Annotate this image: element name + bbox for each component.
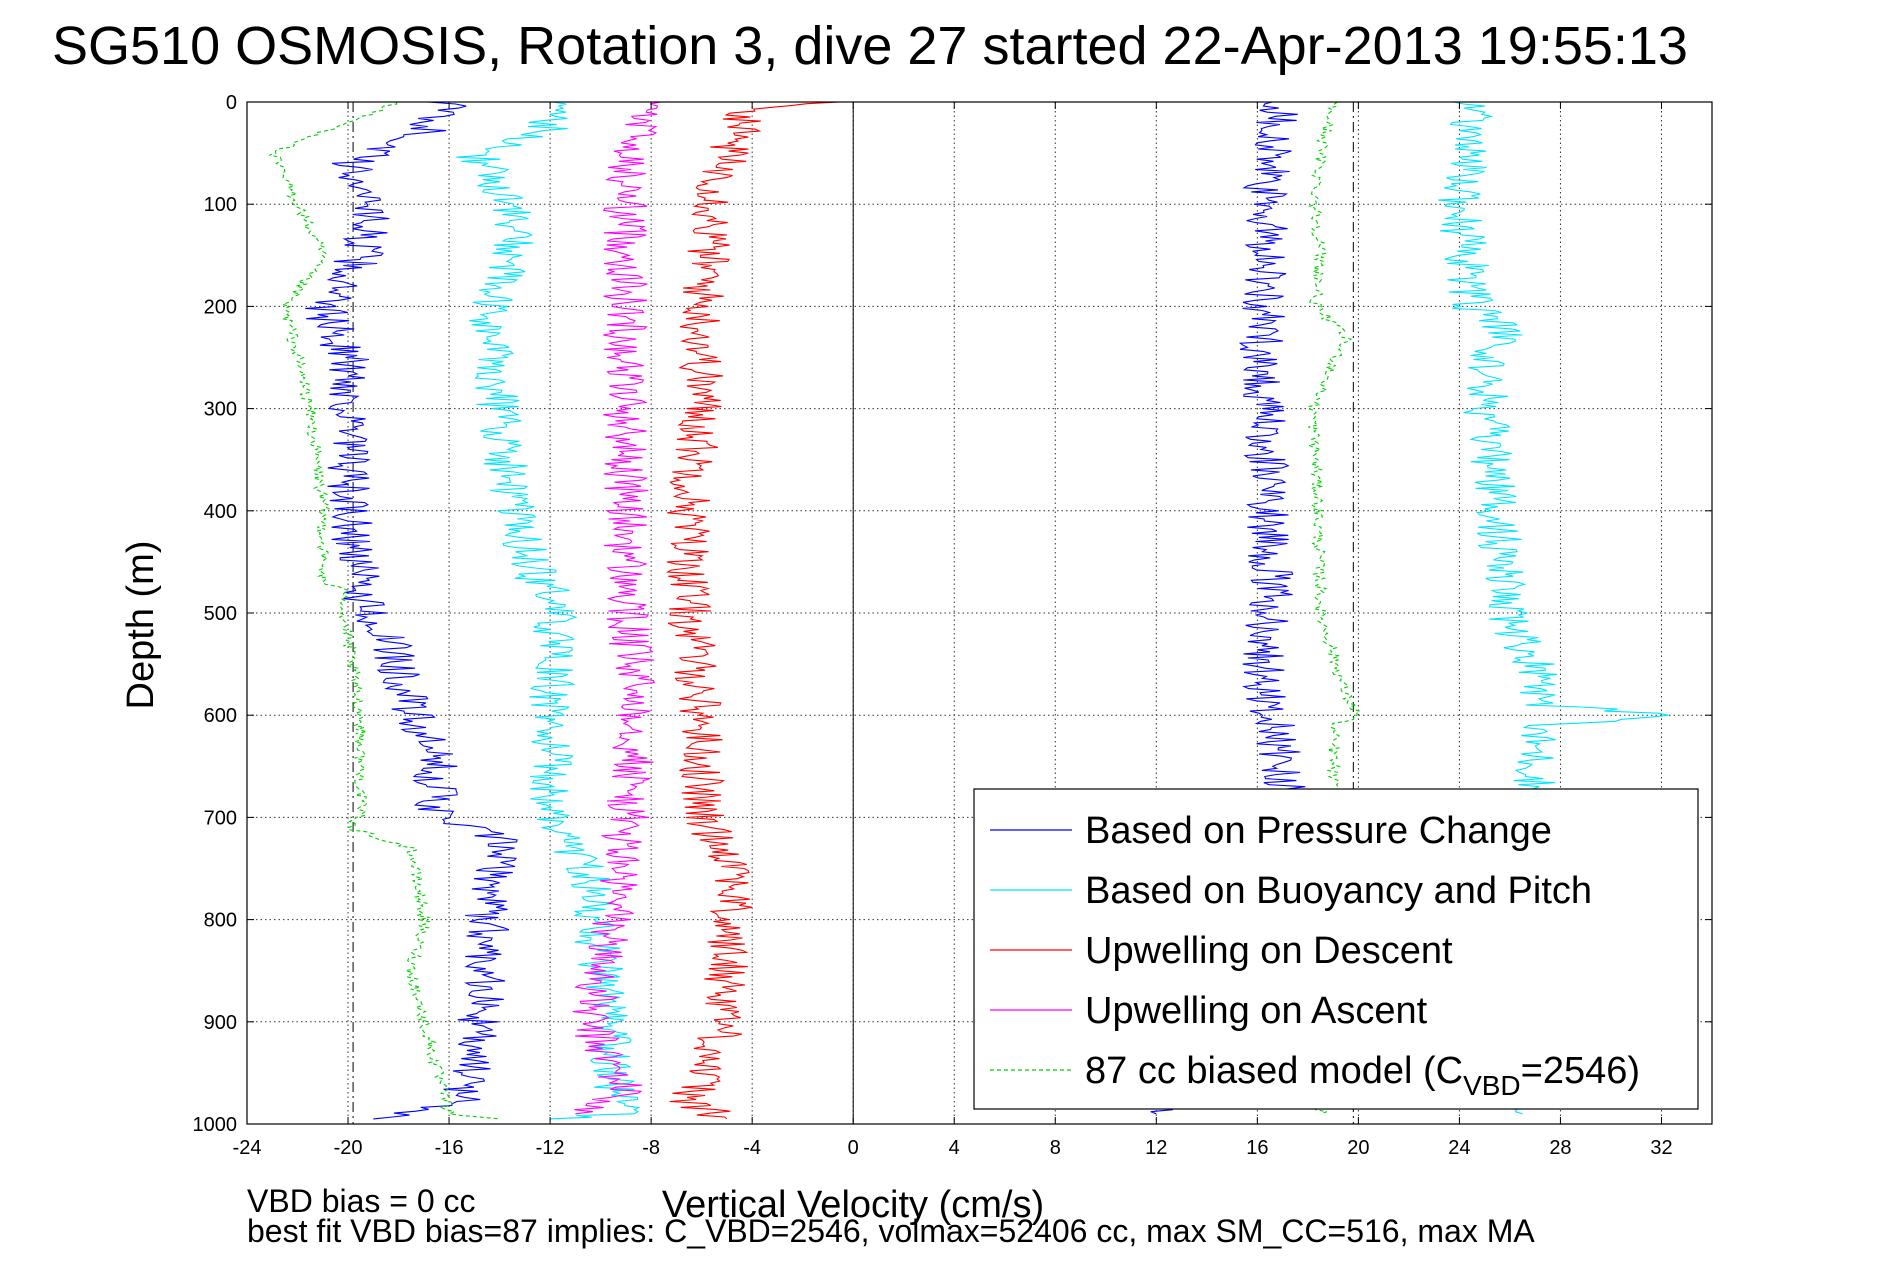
x-tick-label: 20: [1347, 1137, 1369, 1159]
y-tick-label: 300: [204, 399, 237, 421]
annotation-best-fit: best fit VBD bias=87 implies: C_VBD=2546…: [247, 1213, 1535, 1249]
x-tick-label: 32: [1650, 1137, 1672, 1159]
x-tick-label: -12: [536, 1137, 565, 1159]
legend-label: Based on Pressure Change: [1085, 810, 1552, 852]
reference-lines: [352, 102, 1354, 1124]
x-tick-label: 0: [848, 1137, 859, 1159]
x-tick-label: -24: [233, 1137, 262, 1159]
legend-items: Based on Pressure Change Based on Buoyanc…: [990, 810, 1640, 1101]
series-based-on-pressure-change: [305, 101, 518, 1120]
series-87-cc-biased-model-c-vbd-2546: [269, 101, 500, 1120]
legend-label: Upwelling on Ascent: [1085, 990, 1428, 1032]
y-axis-ticks: 0 100 200 300 400 500 600 700 800 900 1000: [193, 92, 1712, 1136]
y-tick-label: 500: [204, 603, 237, 625]
chart-title: SG510 OSMOSIS, Rotation 3, dive 27 start…: [52, 16, 1688, 76]
legend-label: Upwelling on Descent: [1085, 930, 1453, 972]
legend: Based on Pressure Change Based on Buoyanc…: [973, 788, 1699, 1110]
x-tick-label: 4: [949, 1137, 960, 1159]
y-tick-label: 700: [204, 807, 237, 829]
y-tick-label: 1000: [193, 1114, 238, 1136]
x-tick-label: -20: [334, 1137, 363, 1159]
y-tick-label: 400: [204, 501, 237, 523]
x-tick-label: -4: [743, 1137, 761, 1159]
y-tick-label: 900: [204, 1012, 237, 1034]
series-upwelling-on-descent: [666, 101, 840, 1120]
x-axis-ticks: -24 -20 -16 -12 -8 -4 0 4 8 12 16 20 24 28 32: [233, 102, 1673, 1159]
x-tick-label: 24: [1448, 1137, 1470, 1159]
x-axis-label: Vertical Velocity (cm/s): [662, 1184, 1044, 1226]
y-tick-label: 100: [204, 194, 237, 216]
x-tick-label: 8: [1050, 1137, 1061, 1159]
y-axis-label: Depth (m): [120, 541, 162, 710]
y-tick-label: 800: [204, 910, 237, 932]
legend-label: 87 cc biased model (CVBD=2546): [1085, 1050, 1640, 1101]
series-based-on-buoyancy-and-pitch: [456, 101, 641, 1120]
x-tick-label: -8: [642, 1137, 660, 1159]
x-tick-label: -16: [435, 1137, 464, 1159]
y-tick-label: 0: [226, 92, 237, 114]
y-tick-label: 600: [204, 705, 237, 727]
series-upwelling-on-ascent: [572, 101, 662, 1115]
legend-box: [973, 788, 1699, 1110]
annotation-vbd-bias: VBD bias = 0 cc: [247, 1183, 476, 1219]
y-tick-label: 200: [204, 296, 237, 318]
x-tick-label: 28: [1549, 1137, 1571, 1159]
x-tick-label: 16: [1246, 1137, 1268, 1159]
legend-label: Based on Buoyancy and Pitch: [1085, 870, 1592, 912]
x-tick-label: 12: [1145, 1137, 1167, 1159]
